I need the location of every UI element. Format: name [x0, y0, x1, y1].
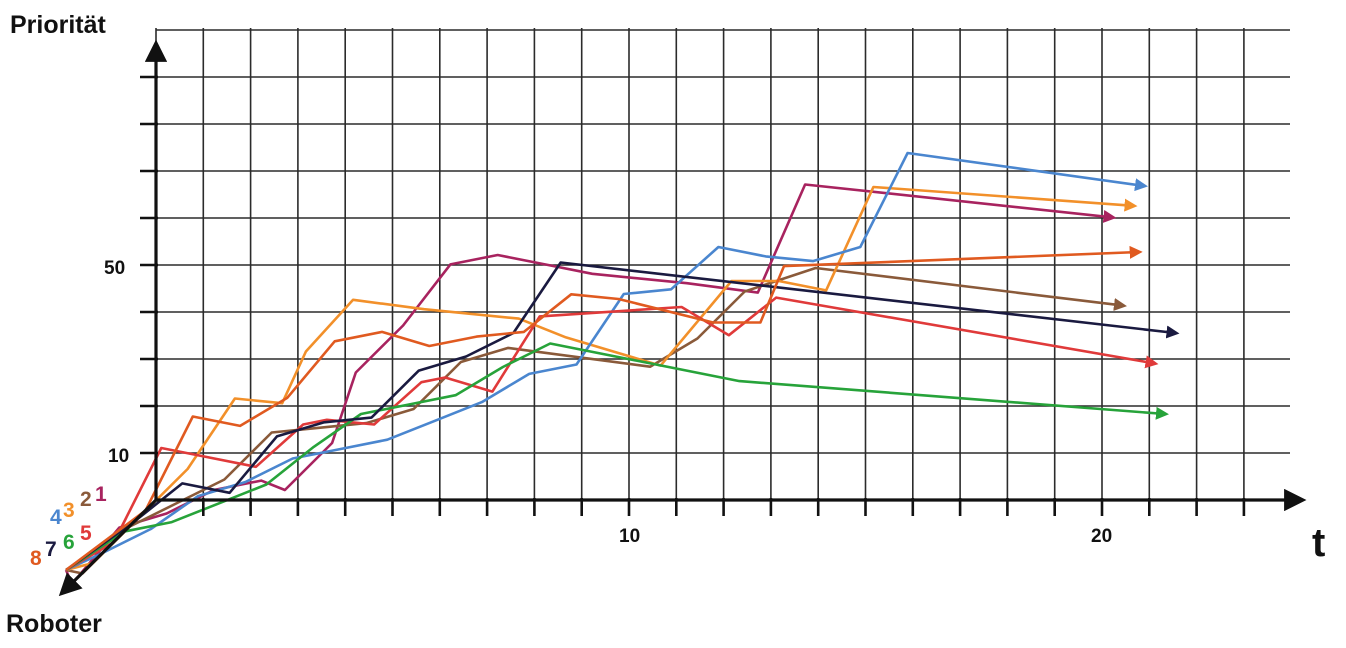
axis-ticks: [140, 75, 1246, 516]
robot-label-2: 2: [80, 488, 92, 511]
chart-grid: [155, 28, 1290, 500]
x-tick-label-10: 10: [619, 526, 640, 547]
chart-series: [64, 151, 1180, 586]
y-axis-title: Priorität: [10, 11, 107, 39]
robot-label-6: 6: [63, 531, 75, 554]
x-axis-title: t: [1312, 521, 1325, 565]
y-tick-label-10: 10: [108, 446, 129, 467]
x-tick-label-20: 20: [1091, 526, 1112, 547]
series-line-robot-6: [65, 342, 1169, 572]
depth-axis: [58, 498, 158, 597]
robot-label-5: 5: [80, 522, 92, 545]
series-line-robot-8: [65, 245, 1143, 572]
chart-axes: [58, 39, 1307, 597]
robot-label-3: 3: [63, 499, 75, 522]
series-line-robot-4: [65, 151, 1148, 572]
series-line-robot-1: [64, 183, 1117, 586]
robot-label-7: 7: [45, 538, 57, 561]
robot-label-4: 4: [50, 506, 62, 529]
y-tick-label-50: 50: [104, 258, 125, 279]
series-line-robot-7: [65, 261, 1180, 572]
robot-label-8: 8: [30, 547, 42, 570]
series-line-robot-2: [65, 266, 1127, 575]
robot-label-1: 1: [95, 483, 107, 506]
series-line-robot-5: [65, 296, 1159, 572]
series-line-robot-3: [65, 185, 1138, 572]
depth-axis-title: Roboter: [6, 610, 102, 638]
